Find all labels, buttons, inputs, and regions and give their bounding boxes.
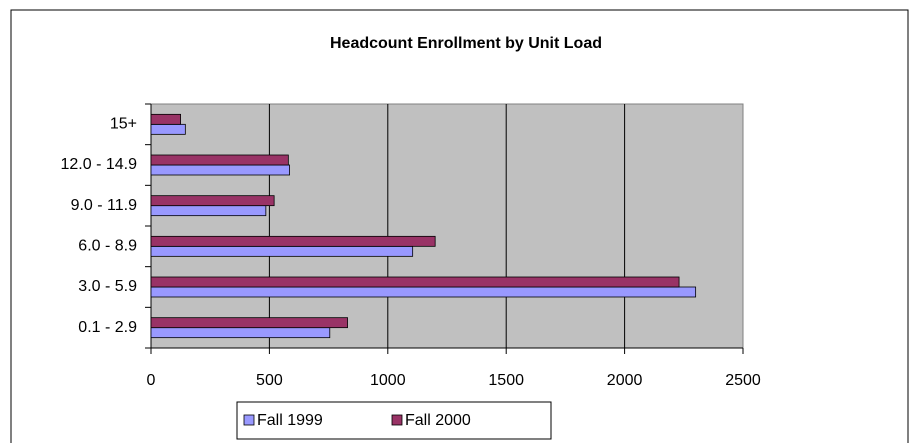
bar — [150, 195, 275, 207]
legend-swatch — [243, 414, 255, 426]
plot-area — [150, 103, 744, 349]
bar — [150, 276, 680, 288]
bar — [150, 164, 290, 176]
x-tick-label: 500 — [256, 372, 283, 389]
bar — [150, 327, 331, 339]
y-tick-label: 9.0 - 11.9 — [71, 197, 138, 214]
y-tick-label: 0.1 - 2.9 — [78, 319, 137, 336]
bar — [150, 235, 436, 247]
bar — [150, 317, 348, 329]
x-tick-label: 2000 — [607, 372, 643, 389]
legend-label: Fall 1999 — [257, 412, 323, 429]
bar — [150, 205, 267, 217]
y-tick-label: 3.0 - 5.9 — [78, 278, 137, 295]
x-tick-label: 2500 — [725, 372, 761, 389]
chart-title: Headcount Enrollment by Unit Load — [330, 35, 602, 52]
legend-label: Fall 2000 — [405, 412, 471, 429]
bar — [150, 113, 182, 125]
bar — [150, 286, 697, 298]
bar — [150, 123, 186, 135]
y-tick-label: 6.0 - 8.9 — [78, 238, 137, 255]
x-tick-label: 0 — [147, 372, 156, 389]
bar — [150, 154, 289, 166]
x-tick-label: 1500 — [488, 372, 524, 389]
x-tick-label: 1000 — [370, 372, 406, 389]
y-tick-label: 15+ — [110, 116, 137, 133]
bar — [150, 245, 414, 257]
legend-swatch — [391, 414, 403, 426]
y-tick-label: 12.0 - 14.9 — [61, 156, 138, 173]
